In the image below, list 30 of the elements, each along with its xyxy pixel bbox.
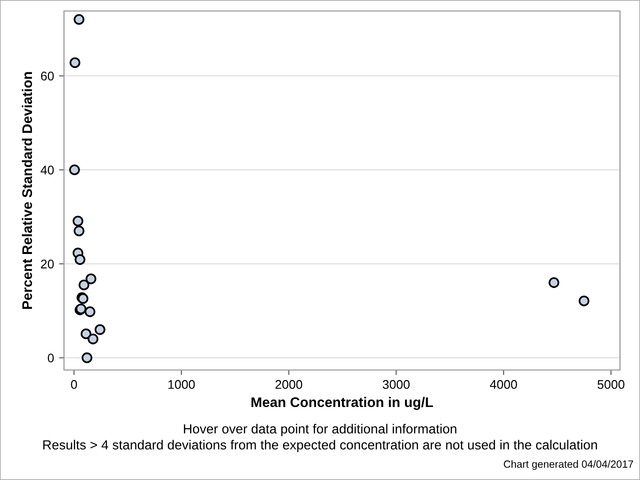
y-tick-label: 60 bbox=[41, 72, 54, 80]
point bbox=[74, 226, 84, 236]
point bbox=[69, 164, 80, 176]
point bbox=[74, 254, 86, 265]
point bbox=[74, 14, 84, 25]
y-axis-title: Percent Relative Standard Deviation bbox=[22, 72, 32, 309]
x-tick-label: 3000 bbox=[382, 380, 410, 389]
x-tick-label: 2000 bbox=[276, 380, 302, 389]
point bbox=[578, 296, 590, 306]
x-tick-label: 4000 bbox=[490, 380, 517, 389]
y-tick-label: 0 bbox=[48, 354, 54, 362]
x-tick-label: 1000 bbox=[168, 380, 195, 389]
point bbox=[78, 280, 90, 290]
point bbox=[82, 352, 92, 364]
y-tick-label: 20 bbox=[41, 260, 54, 268]
point bbox=[72, 216, 84, 226]
point bbox=[88, 334, 98, 344]
text: Chart generated 04/04/2017 bbox=[504, 460, 634, 470]
x-axis-title: Mean Concentration in ug/L bbox=[252, 396, 434, 410]
point bbox=[86, 273, 96, 284]
point bbox=[84, 306, 96, 318]
point bbox=[70, 57, 80, 68]
text: Results > 4 standard deviations from the expected concentration are not used in the calculation bbox=[43, 440, 597, 452]
point bbox=[548, 277, 560, 288]
y-tick-label: 40 bbox=[40, 166, 54, 174]
point bbox=[94, 324, 106, 335]
x-tick-label: 0 bbox=[71, 380, 77, 389]
text: Hover over data point for additional information bbox=[184, 424, 456, 436]
point bbox=[80, 328, 92, 340]
x-tick-label: 5000 bbox=[598, 380, 624, 389]
